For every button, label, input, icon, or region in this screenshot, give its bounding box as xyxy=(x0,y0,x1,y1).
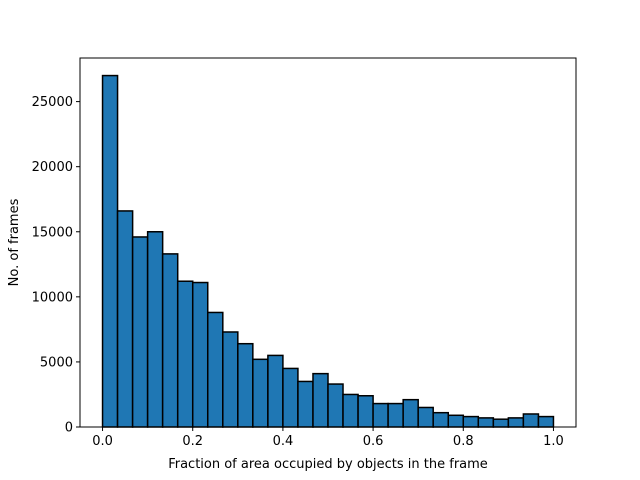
y-tick-label: 15000 xyxy=(32,225,73,240)
bars-group xyxy=(101,74,555,428)
histogram-bar xyxy=(206,311,224,428)
histogram-bar xyxy=(116,210,134,428)
histogram-bar xyxy=(507,417,525,428)
histogram-bar xyxy=(161,253,179,428)
histogram-bar xyxy=(222,331,239,428)
histogram-bar xyxy=(146,231,164,428)
histogram-bar xyxy=(191,281,209,428)
x-tick-label: 1.0 xyxy=(543,434,564,449)
x-tick-label: 0.8 xyxy=(453,434,474,449)
y-tick-label: 5000 xyxy=(40,355,73,370)
histogram-bar xyxy=(417,406,434,428)
histogram-bar xyxy=(462,415,480,428)
histogram-bar xyxy=(402,398,419,428)
y-tick-label: 0 xyxy=(65,421,73,436)
histogram-bar xyxy=(537,415,555,428)
histogram-bar xyxy=(282,367,299,428)
y-axis-label: No. of frames xyxy=(7,198,22,286)
histogram-bar xyxy=(297,380,314,428)
histogram-bar xyxy=(447,414,465,428)
histogram-bar xyxy=(492,418,510,428)
histogram-bar xyxy=(327,383,344,428)
histogram-bar xyxy=(237,342,254,428)
y-tick-label: 10000 xyxy=(32,290,73,305)
y-axis-ticks: 0 5000 10000 15000 20000 25000 xyxy=(32,95,80,436)
y-tick-label: 25000 xyxy=(32,95,73,110)
x-tick-label: 0.6 xyxy=(363,434,384,449)
y-tick-label: 20000 xyxy=(32,160,73,175)
histogram-bar xyxy=(252,358,269,428)
histogram-bar xyxy=(176,280,194,428)
x-tick-label: 0.0 xyxy=(92,434,113,449)
histogram-bar xyxy=(372,402,389,428)
x-axis-label: Fraction of area occupied by objects in … xyxy=(168,457,488,472)
plot-frame xyxy=(79,57,577,428)
histogram-bar xyxy=(522,413,540,428)
histogram-bar xyxy=(477,417,495,428)
histogram-bar xyxy=(357,395,374,428)
histogram-bar xyxy=(342,393,359,428)
x-axis-ticks: 0.0 0.2 0.4 0.6 0.8 1.0 xyxy=(92,427,564,449)
histogram-bar xyxy=(312,372,329,428)
histogram-bar xyxy=(387,402,404,428)
x-tick-label: 0.4 xyxy=(273,434,294,449)
x-tick-label: 0.2 xyxy=(182,434,203,449)
histogram-bar xyxy=(131,236,149,428)
histogram-bar xyxy=(101,74,119,428)
histogram-bar xyxy=(432,411,450,428)
histogram-bar xyxy=(267,354,284,428)
